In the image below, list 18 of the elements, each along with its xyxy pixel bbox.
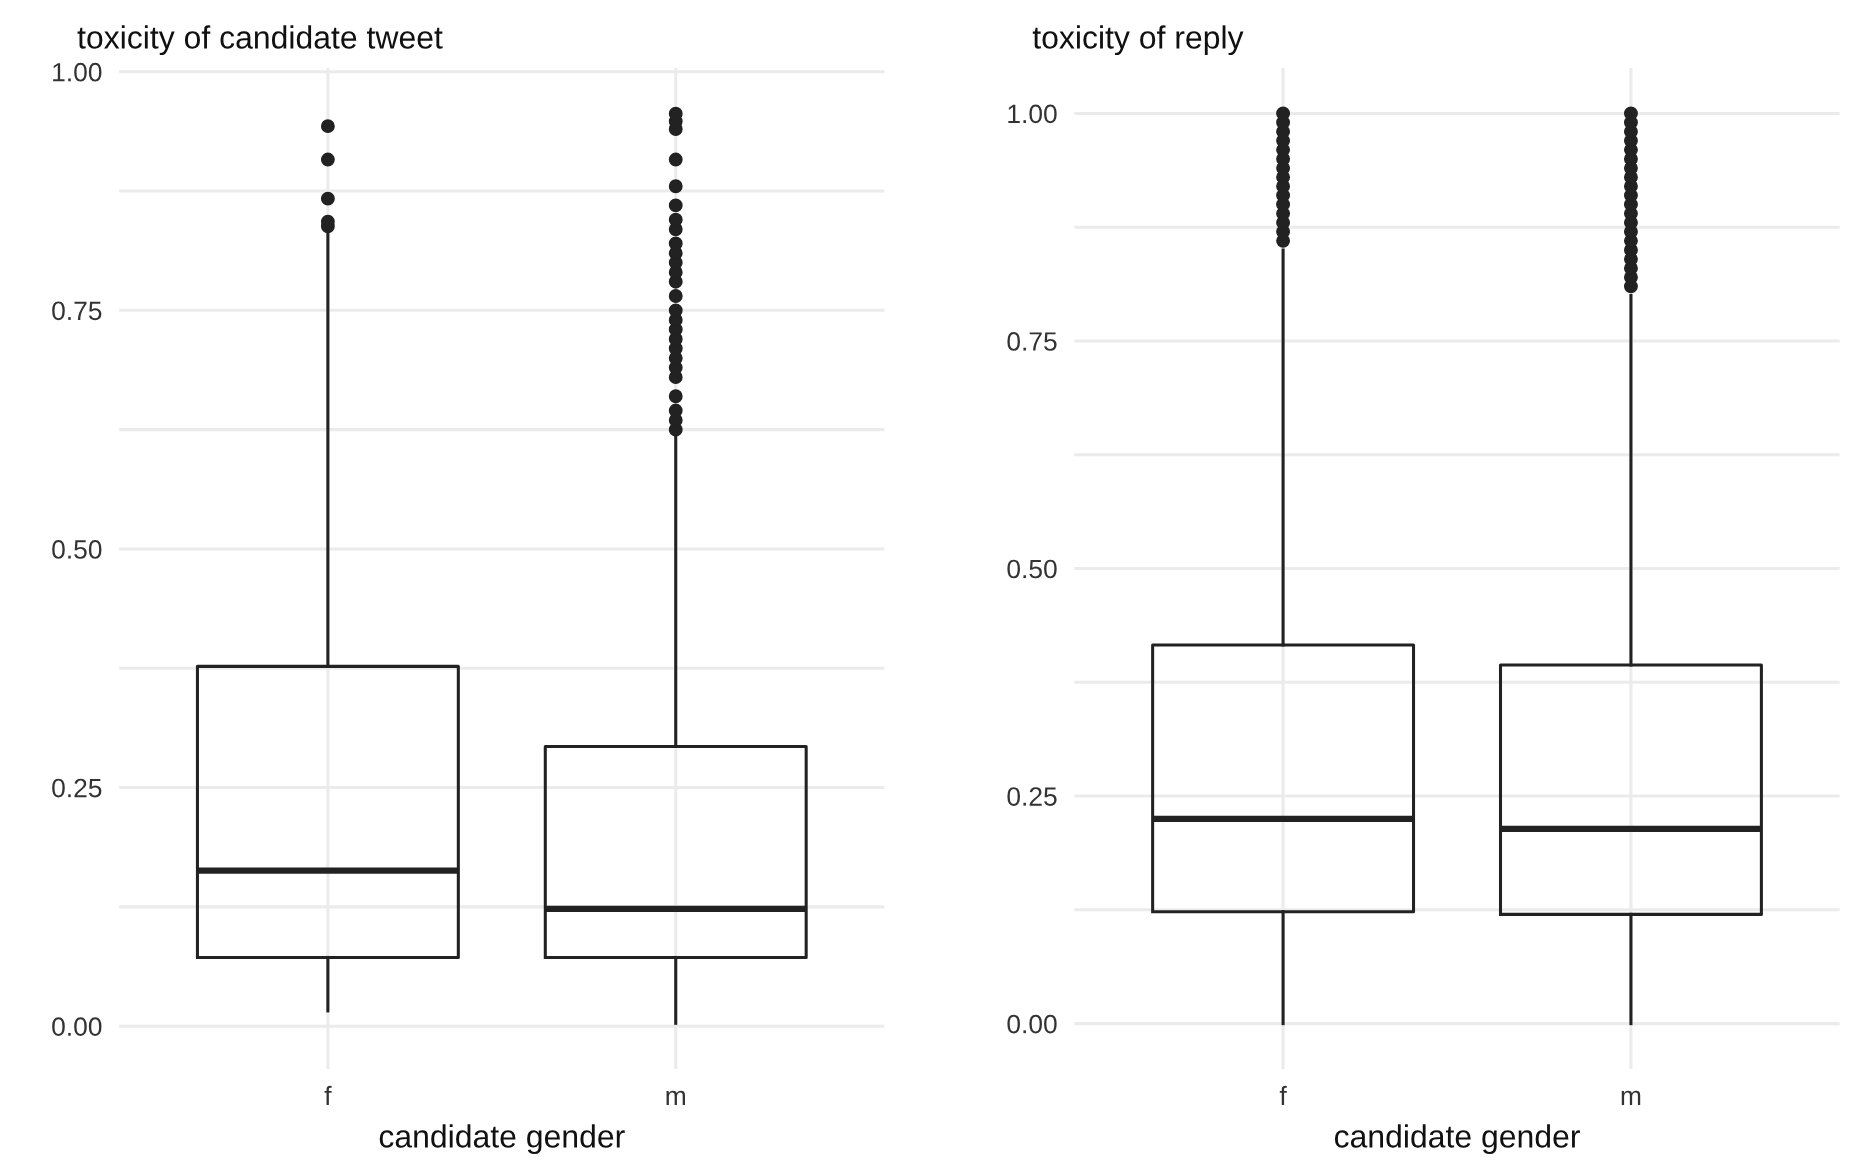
- y-tick-label: 0.50: [1007, 559, 1057, 579]
- y-tick-label: 0.25: [1007, 787, 1057, 806]
- y-tick-label: 1.00: [1008, 104, 1057, 124]
- x-tick-label: f: [324, 1085, 332, 1105]
- y-tick-label: 0.75: [1007, 332, 1057, 351]
- y-tick-label: 0.25: [52, 778, 102, 798]
- y-tick-label: 0.00: [1007, 1014, 1057, 1034]
- x-tick-label: f: [1279, 1085, 1287, 1105]
- x-axis-title: candidate gender: [379, 1124, 625, 1155]
- chart-title: toxicity of candidate tweet: [77, 25, 443, 56]
- x-tick-label: m: [666, 1090, 685, 1105]
- y-tick-label: 0.75: [52, 301, 102, 321]
- x-axis-title: candidate gender: [1334, 1124, 1580, 1155]
- y-tick-label: 0.00: [52, 1017, 102, 1036]
- y-tick-label: 1.00: [53, 62, 102, 82]
- y-tick-label: 0.50: [52, 540, 102, 559]
- chart-title: toxicity of reply: [1032, 25, 1244, 56]
- x-tick-label: m: [1621, 1090, 1641, 1105]
